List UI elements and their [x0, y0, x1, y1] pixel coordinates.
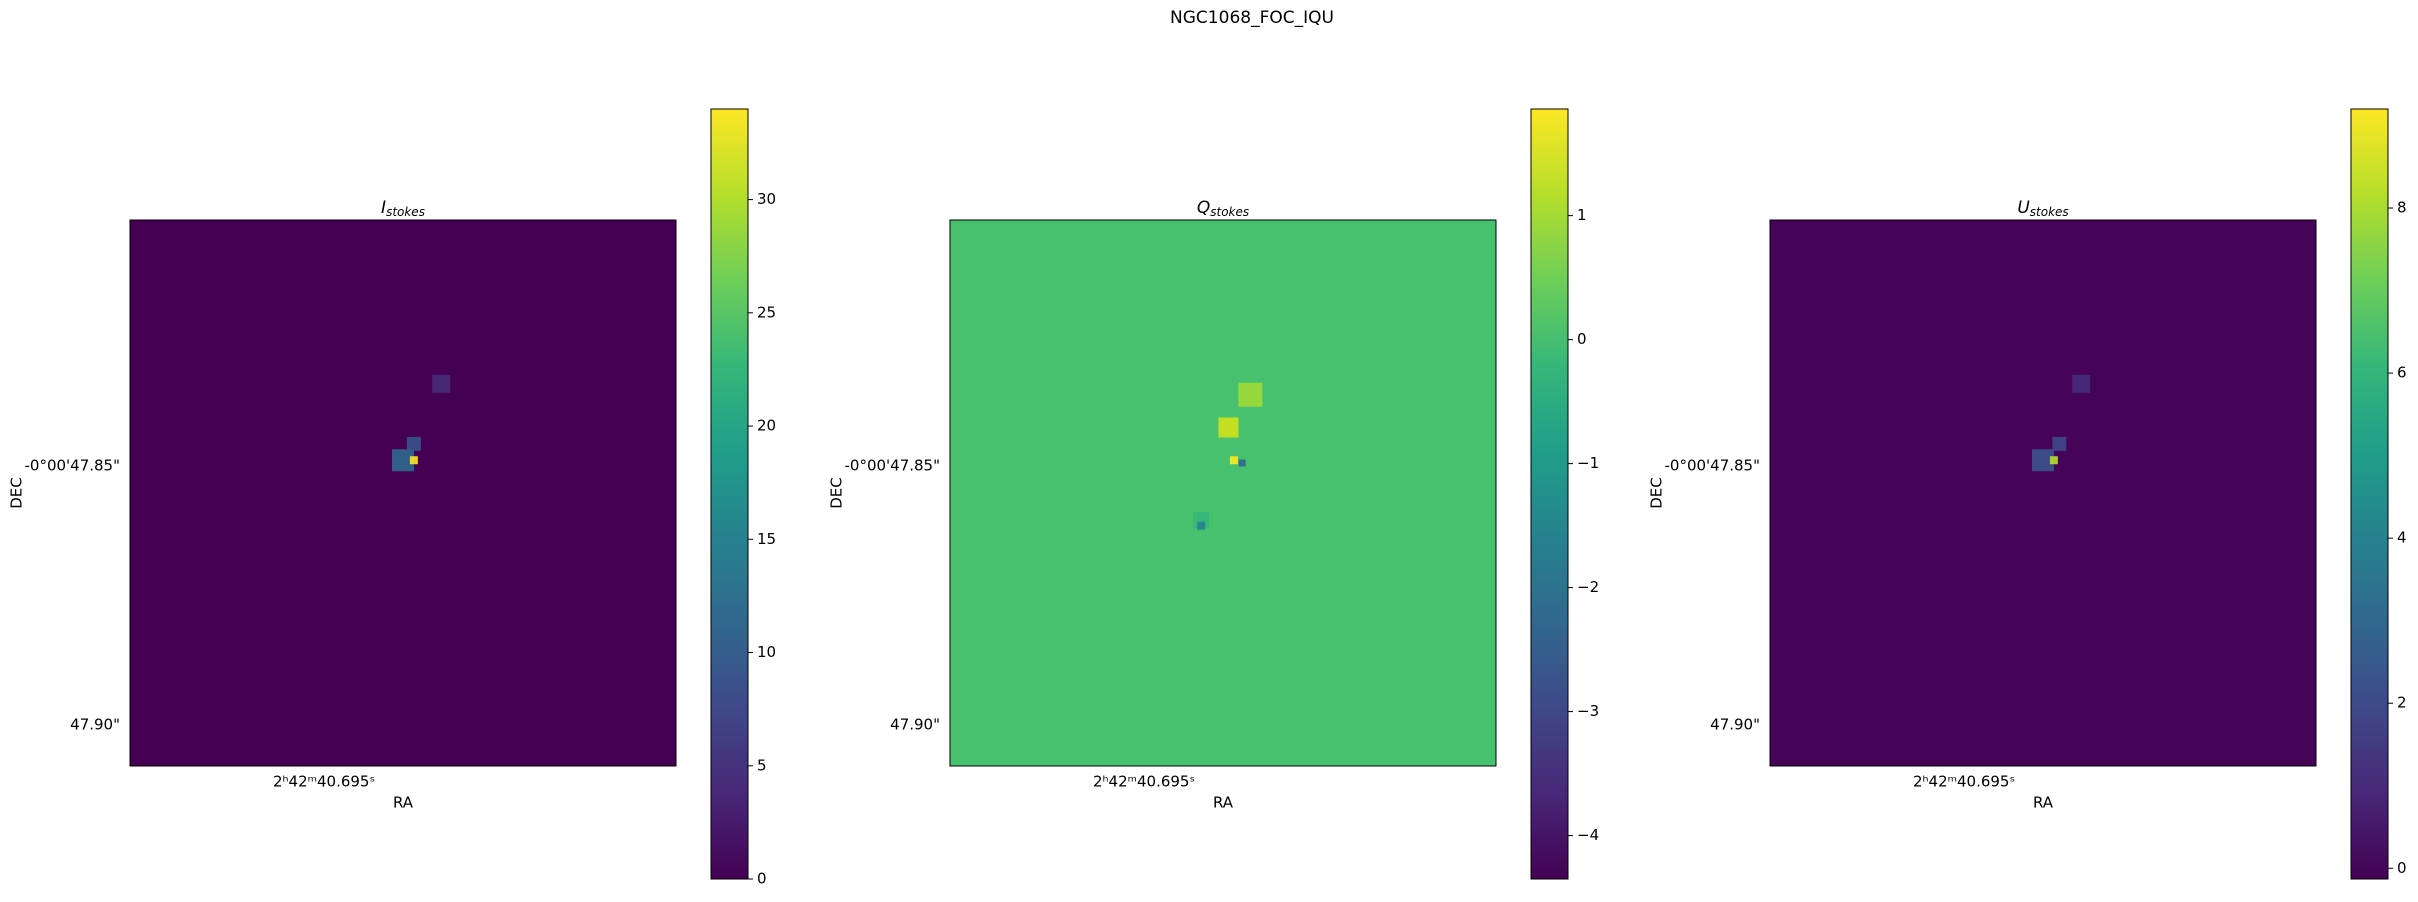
- emission-blob: [432, 374, 451, 393]
- colorbar-tick-label: 10: [757, 643, 776, 661]
- colorbar-tick-label: 6: [2397, 364, 2407, 382]
- x-axis-label: RA: [2033, 794, 2054, 812]
- y-tick-label: 47.90": [1710, 716, 1760, 734]
- panel-title: Qstokes: [1197, 198, 1249, 219]
- x-axis-label: RA: [1213, 794, 1234, 812]
- emission-blob: [1197, 521, 1206, 530]
- colorbar-tick-label: 4: [2397, 529, 2407, 547]
- colorbar-tick-label: −3: [1577, 702, 1599, 720]
- emission-blob: [2052, 436, 2067, 451]
- colorbar-tick-label: 2: [2397, 694, 2407, 712]
- image-frame: [129, 219, 677, 767]
- emission-blob: [1238, 459, 1246, 467]
- title-symbol: U: [2017, 198, 2030, 218]
- emission-blob: [406, 436, 421, 451]
- title-symbol: Q: [1197, 198, 1210, 218]
- colorbar: [2350, 108, 2389, 880]
- colorbar-tick-label: 0: [1577, 330, 1587, 348]
- y-tick-label: -0°00'47.85": [844, 457, 940, 475]
- emission-blob: [392, 449, 414, 472]
- emission-blob: [2032, 449, 2054, 472]
- colorbar-tick-label: −1: [1577, 454, 1599, 472]
- x-tick-label: 2ʰ42ᵐ40.695ˢ: [1093, 773, 1195, 791]
- x-tick-label: 2ʰ42ᵐ40.695ˢ: [1913, 773, 2015, 791]
- emission-blob: [1229, 456, 1238, 465]
- image: [1770, 220, 2316, 766]
- image: [950, 220, 1496, 766]
- colorbar: [710, 108, 749, 880]
- figure-title: NGC1068_FOC_IQU: [1170, 8, 1334, 28]
- colorbar-tick-label: −4: [1577, 826, 1599, 844]
- colorbar-tick-label: 15: [757, 530, 776, 548]
- colorbar: [1530, 108, 1569, 880]
- y-axis-label: DEC: [8, 477, 26, 509]
- title-subscript: stokes: [386, 205, 425, 219]
- title-subscript: stokes: [1210, 205, 1249, 219]
- emission-blob: [1218, 417, 1239, 438]
- title-subscript: stokes: [2030, 205, 2069, 219]
- emission-blob: [2049, 456, 2058, 465]
- y-tick-label: 47.90": [70, 716, 120, 734]
- y-axis-label: DEC: [828, 477, 846, 509]
- colorbar-tick-label: 8: [2397, 199, 2407, 217]
- y-tick-label: -0°00'47.85": [24, 457, 120, 475]
- image-frame: [949, 219, 1497, 767]
- emission-blob: [409, 456, 418, 465]
- colorbar-tick-label: 30: [757, 190, 776, 208]
- y-tick-label: -0°00'47.85": [1664, 457, 1760, 475]
- colorbar-tick-label: 0: [757, 870, 767, 888]
- panel-title: Ustokes: [2017, 198, 2068, 219]
- colorbar-tick-label: 0: [2397, 859, 2407, 877]
- emission-blob: [2072, 374, 2091, 393]
- panel-title: Istokes: [381, 198, 425, 219]
- colorbar-tick-label: 25: [757, 303, 776, 321]
- emission-blob: [1238, 382, 1263, 407]
- y-axis-label: DEC: [1648, 477, 1666, 509]
- title-symbol: I: [381, 198, 386, 218]
- image-frame: [1769, 219, 2317, 767]
- colorbar-tick-label: −2: [1577, 578, 1599, 596]
- y-tick-label: 47.90": [890, 716, 940, 734]
- x-tick-label: 2ʰ42ᵐ40.695ˢ: [273, 773, 375, 791]
- colorbar-tick-label: 1: [1577, 206, 1587, 224]
- colorbar-tick-label: 20: [757, 417, 776, 435]
- x-axis-label: RA: [393, 794, 414, 812]
- image: [130, 220, 676, 766]
- colorbar-tick-label: 5: [757, 756, 767, 774]
